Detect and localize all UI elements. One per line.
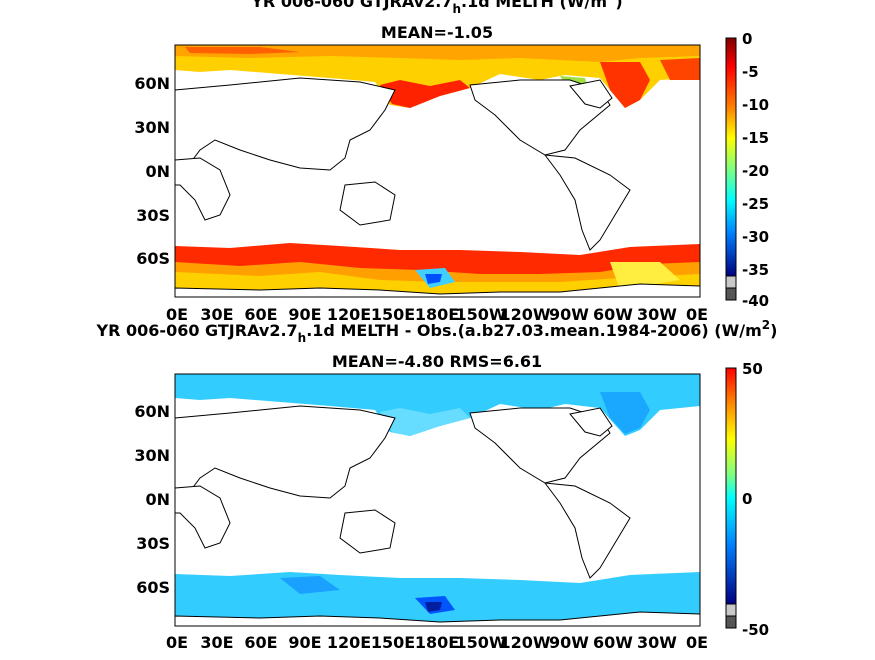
lon-tick-label: 90W [549, 305, 589, 324]
lon-tick-label: 90E [288, 305, 321, 324]
lon-tick-label: 90E [288, 633, 321, 652]
lat-tick-label: 0N [145, 490, 170, 509]
colorbar-tick-label: -25 [742, 195, 769, 213]
lon-tick-label: 0E [166, 305, 188, 324]
colorbar-tick-label: -50 [742, 621, 769, 639]
lon-tick-label: 0E [686, 305, 708, 324]
coastlines [175, 405, 700, 626]
colorbar-tick-label: 0 [742, 490, 752, 508]
lon-tick-label: 180E [415, 305, 459, 324]
lon-tick-label: 120E [327, 633, 371, 652]
colorbar-tick-label: -20 [742, 162, 769, 180]
lat-tick-label: 60N [134, 74, 170, 93]
panel-top: YR 006-060 GTJRAv2.7h.1d MELTH (W/m2) ME… [134, 0, 769, 324]
colorbar-tick-label: -15 [742, 129, 769, 147]
lon-tick-label: 0E [686, 633, 708, 652]
lat-tick-label: 30N [134, 446, 170, 465]
lon-tick-label: 30E [200, 305, 233, 324]
colorbar-tick-label: 50 [742, 360, 763, 378]
lon-tick-label: 120W [499, 305, 550, 324]
lat-axis: 60N 30N 0N 30S 60S [134, 402, 170, 597]
lon-tick-label: 150W [455, 305, 506, 324]
colorbar-bottom: 50 0 -50 [725, 360, 769, 639]
panel-stats: MEAN=-1.05 [381, 23, 493, 42]
lon-axis: 0E 30E 60E 90E 120E 150E 180E 150W 120W … [166, 305, 708, 324]
lon-tick-label: 150W [455, 633, 506, 652]
lon-tick-label: 120E [327, 305, 371, 324]
lat-tick-label: 30S [136, 206, 170, 225]
lon-tick-label: 60E [244, 633, 277, 652]
colorbar-tick-label: -5 [742, 63, 759, 81]
colorbar-tick-label: -35 [742, 261, 769, 279]
lon-tick-label: 150E [371, 305, 415, 324]
panel-bottom: YR 006-060 GTJRAv2.7h.1d MELTH - Obs.(a.… [96, 318, 778, 652]
lat-tick-label: 30S [136, 534, 170, 553]
colorbar-tick-label: -30 [742, 228, 769, 246]
northern-field [175, 374, 700, 436]
lat-tick-label: 0N [145, 162, 170, 181]
lon-tick-label: 30W [637, 305, 677, 324]
lat-axis: 60N 30N 0N 30S 60S [134, 74, 170, 268]
colorbar-tick-label: -10 [742, 96, 769, 114]
panel-title: YR 006-060 GTJRAv2.7h.1d MELTH - Obs.(a.… [96, 318, 778, 345]
lon-tick-label: 60E [244, 305, 277, 324]
lat-tick-label: 60N [134, 402, 170, 421]
panel-title: YR 006-060 GTJRAv2.7h.1d MELTH (W/m2) [250, 0, 622, 16]
colorbar-top: 0 -5 -10 -15 -20 -25 -30 -35 -40 [725, 30, 769, 310]
map-area [175, 374, 700, 626]
lon-tick-label: 60W [593, 633, 633, 652]
panel-stats: MEAN=-4.80 RMS=6.61 [332, 352, 542, 371]
lon-tick-label: 120W [499, 633, 550, 652]
lat-tick-label: 60S [136, 249, 170, 268]
coastlines [175, 77, 700, 297]
lon-axis: 0E 30E 60E 90E 120E 150E 180E 150W 120W … [166, 633, 708, 652]
lon-tick-label: 150E [371, 633, 415, 652]
northern-field [175, 45, 700, 108]
lon-tick-label: 30W [637, 633, 677, 652]
lon-tick-label: 90W [549, 633, 589, 652]
map-area [175, 45, 700, 297]
lon-tick-label: 30E [200, 633, 233, 652]
lat-tick-label: 30N [134, 118, 170, 137]
colorbar-tick-label: -40 [742, 292, 769, 310]
lon-tick-label: 60W [593, 305, 633, 324]
lon-tick-label: 180E [415, 633, 459, 652]
lon-tick-label: 0E [166, 633, 188, 652]
lat-tick-label: 60S [136, 578, 170, 597]
colorbar-tick-label: 0 [742, 30, 752, 48]
